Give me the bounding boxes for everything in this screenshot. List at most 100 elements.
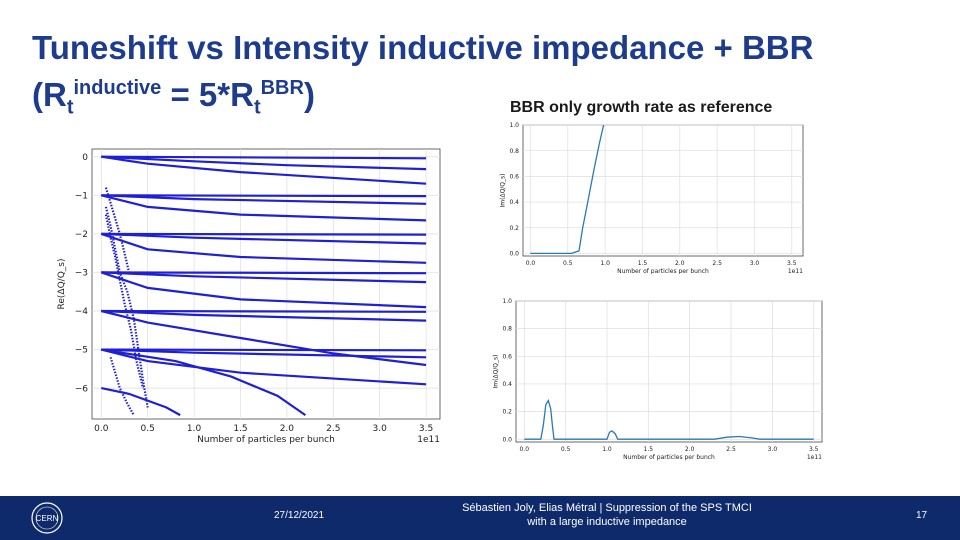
plot-area	[522, 124, 804, 257]
series-line	[101, 155, 427, 171]
series-line	[101, 348, 307, 417]
x-tick-label: 3.5	[787, 260, 797, 267]
x-tick-label: 3.0	[768, 446, 778, 453]
x-tick-label: 2.0	[675, 260, 685, 267]
x-tick-label: 3.5	[419, 424, 433, 434]
x-tick-label: 1.5	[233, 424, 247, 434]
series-line	[104, 187, 131, 273]
x-tick-label: 2.5	[326, 424, 340, 434]
series-line	[101, 155, 427, 185]
series-line	[100, 271, 427, 309]
series-line	[101, 309, 427, 367]
series-line	[101, 155, 427, 160]
x-axis-multiplier: 1e11	[788, 268, 803, 274]
y-tick-label: 0.8	[509, 148, 519, 155]
footer-date: 27/12/2021	[274, 510, 325, 521]
x-tick-label: 3.0	[750, 260, 760, 267]
x-tick-label: 3.0	[373, 424, 388, 434]
y-tick-label: 0.4	[509, 199, 519, 206]
title-line-2: (Rtinductive = 5*RtBBR)	[32, 68, 813, 128]
series-line	[101, 271, 427, 284]
y-tick-label: −3	[75, 269, 88, 279]
x-axis-label: Number of particles per bunch	[623, 454, 715, 461]
y-axis-label: Re(ΔQ/Q_s)	[57, 259, 67, 310]
y-tick-label: 0.0	[502, 436, 512, 443]
footer-credit-line-2: with a large inductive impedance	[527, 516, 687, 528]
x-tick-label: 0.0	[519, 446, 529, 453]
tuneshift-chart: 0.0 0.5 1.0 1.5 2.0 2.5 3.0 3.5 0 −1 −2 −3 −4 −5 −6 Num…	[57, 148, 441, 444]
x-tick-label: 0.0	[94, 424, 109, 434]
y-tick-label: −6	[75, 384, 89, 394]
page-number: 17	[916, 510, 928, 521]
series-line	[101, 194, 427, 222]
series-line	[101, 194, 427, 205]
plot-area	[515, 300, 823, 443]
series-group	[530, 125, 605, 255]
x-tick-label: 0.5	[141, 424, 155, 434]
y-tick-label: 1.0	[502, 298, 512, 305]
title-sup: BBR	[260, 77, 304, 99]
bbr-growth-chart: 0.0 0.5 1.0 1.5 2.0 2.5 3.0 3.5 0.0 0.2 0.4 0.6 0.8 1…	[499, 122, 804, 274]
series-line	[524, 398, 814, 440]
x-axis-multiplier: 1e11	[807, 454, 822, 461]
slide-title: Tuneshift vs Intensity inductive impedan…	[32, 28, 813, 128]
x-tick-label: 1.0	[602, 446, 612, 453]
logo-text: CERN	[36, 514, 59, 523]
title-sub: t	[253, 96, 261, 119]
title-sup: inductive	[73, 77, 162, 99]
inductive-growth-chart: 0.0 0.5 1.0 1.5 2.0 2.5 3.0 3.5 0.0 0.2 0.4 0.6 0.8 1…	[492, 298, 823, 461]
y-tick-label: −1	[75, 191, 88, 201]
x-tick-label: 0.0	[526, 260, 536, 267]
y-tick-label: 0.0	[509, 251, 519, 258]
x-tick-label: 1.5	[644, 446, 654, 453]
title-line-1: Tuneshift vs Intensity inductive impedan…	[32, 29, 814, 66]
subtitle: BBR only growth rate as reference	[510, 99, 773, 116]
series-group	[100, 155, 427, 417]
series-line	[101, 309, 427, 313]
title-part: (R	[32, 76, 67, 113]
series-group	[524, 398, 814, 440]
y-tick-label: −2	[75, 230, 88, 240]
x-tick-label: 2.0	[280, 424, 295, 434]
y-tick-label: 0.2	[509, 225, 519, 232]
title-part: )	[303, 76, 315, 113]
x-tick-label: 2.0	[685, 446, 695, 453]
cern-logo-icon: CERN	[31, 502, 63, 534]
y-tick-label: 0.8	[502, 326, 512, 333]
x-axis-label: Number of particles per bunch	[617, 268, 709, 274]
y-tick-label: 0	[82, 153, 88, 163]
x-tick-label: 1.5	[638, 260, 648, 267]
footer-credit-line-1: Sébastien Joly, Elias Métral | Suppressi…	[462, 502, 752, 514]
x-tick-label: 3.5	[809, 446, 819, 453]
series-line	[101, 232, 427, 245]
x-tick-label: 2.5	[726, 446, 736, 453]
series-line	[100, 232, 427, 264]
x-tick-label: 1.0	[187, 424, 202, 434]
y-tick-label: −5	[75, 346, 88, 356]
series-line	[101, 348, 427, 352]
series-line	[101, 387, 181, 417]
series-line	[101, 271, 427, 275]
y-axis-label: Im(ΔQ/Q_s)	[492, 355, 499, 389]
title-part: = 5*R	[161, 76, 254, 113]
title-sub: t	[66, 96, 74, 119]
series-line	[104, 214, 145, 389]
y-tick-label: 1.0	[509, 122, 519, 129]
y-tick-label: 0.2	[502, 409, 512, 416]
plot-area	[91, 148, 441, 420]
x-tick-label: 1.0	[600, 260, 610, 267]
x-tick-label: 0.5	[561, 446, 571, 453]
footer-credit: Sébastien Joly, Elias Métral | Suppressi…	[442, 501, 772, 529]
y-tick-label: 0.4	[502, 381, 512, 388]
series-line	[101, 194, 427, 198]
y-axis-label: Im(ΔQ/Q_s)	[499, 174, 506, 208]
x-axis-multiplier: 1e11	[417, 435, 440, 444]
series-line	[530, 125, 605, 255]
footer-bar: CERN 27/12/2021 Sébastien Joly, Elias Mé…	[0, 496, 960, 540]
y-tick-label: −4	[75, 307, 89, 317]
y-tick-label: 0.6	[509, 173, 519, 180]
series-line	[101, 348, 427, 359]
x-tick-label: 0.5	[563, 260, 573, 267]
y-tick-label: 0.6	[502, 353, 512, 360]
series-line	[101, 232, 427, 236]
